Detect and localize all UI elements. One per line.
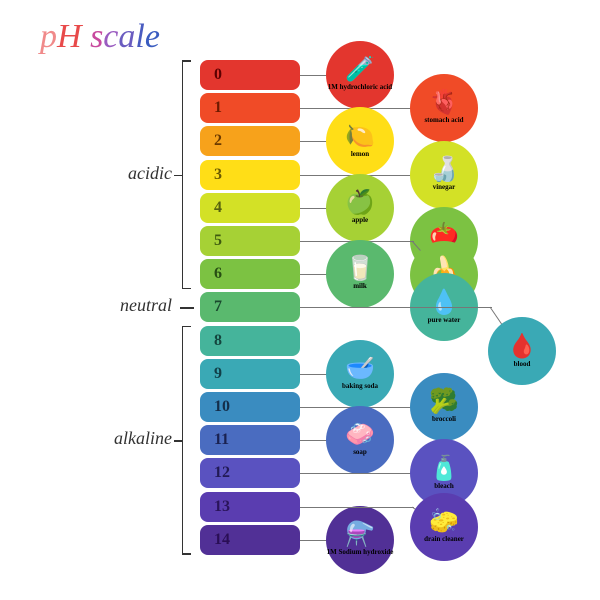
ph-bar-9: 9 <box>200 359 300 389</box>
bracket-tick <box>174 175 182 177</box>
example-apple: 🍏 apple <box>326 174 394 242</box>
ph-number: 9 <box>214 365 222 383</box>
example-icon: 🥣 <box>345 357 375 381</box>
bracket-acidic <box>182 60 183 289</box>
example-icon: 🍋 <box>345 125 375 149</box>
example-label: bleach <box>434 483 453 491</box>
region-label-acidic: acidic <box>40 163 172 184</box>
bracket-tick <box>174 440 182 442</box>
example-1M-Sodium-hydroxide: ⚗️ 1M Sodium hydroxide <box>326 506 394 574</box>
example-icon: 🧼 <box>345 423 375 447</box>
ph-number: 5 <box>214 232 222 250</box>
diagram-stage: 01234567891011121314🧪1M hydrochloric aci… <box>0 60 600 580</box>
example-vinegar: 🍶 vinegar <box>410 141 478 209</box>
example-label: broccoli <box>432 416 456 424</box>
example-lemon: 🍋 lemon <box>326 107 394 175</box>
example-label: drain cleaner <box>424 536 464 544</box>
example-label: milk <box>353 283 367 291</box>
example-icon: 🍶 <box>429 158 459 182</box>
example-label: apple <box>352 217 368 225</box>
example-icon: 🧽 <box>429 510 459 534</box>
example-label: 1M hydrochloric acid <box>328 84 392 92</box>
example-broccoli: 🥦 broccoli <box>410 373 478 441</box>
ph-bar-0: 0 <box>200 60 300 90</box>
bracket-tick <box>180 307 194 309</box>
ph-number: 8 <box>214 332 222 350</box>
ph-number: 7 <box>214 298 222 316</box>
ph-bar-12: 12 <box>200 458 300 488</box>
region-label-alkaline: alkaline <box>40 428 172 449</box>
region-label-neutral: neutral <box>40 295 172 316</box>
ph-bar-7: 7 <box>200 292 300 322</box>
ph-number: 13 <box>214 498 230 516</box>
ph-number: 6 <box>214 265 222 283</box>
example-icon: 🧴 <box>429 457 459 481</box>
ph-number: 3 <box>214 166 222 184</box>
ph-number: 11 <box>214 431 229 449</box>
example-label: 1M Sodium hydroxide <box>327 549 394 557</box>
example-baking-soda: 🥣 baking soda <box>326 340 394 408</box>
ph-number: 12 <box>214 464 230 482</box>
example-icon: 🫀 <box>429 91 459 115</box>
title: pH scale <box>40 18 160 56</box>
example-icon: 🍏 <box>345 191 375 215</box>
example-icon: ⚗️ <box>345 523 375 547</box>
ph-number: 2 <box>214 132 222 150</box>
ph-bar-8: 8 <box>200 326 300 356</box>
ph-bar-4: 4 <box>200 193 300 223</box>
example-icon: 💧 <box>429 291 459 315</box>
ph-bar-13: 13 <box>200 492 300 522</box>
example-label: vinegar <box>433 184 456 192</box>
example-drain-cleaner: 🧽 drain cleaner <box>410 493 478 561</box>
example-label: blood <box>514 361 531 369</box>
ph-bar-10: 10 <box>200 392 300 422</box>
ph-bar-1: 1 <box>200 93 300 123</box>
example-blood: 🩸 blood <box>488 317 556 385</box>
ph-bar-14: 14 <box>200 525 300 555</box>
example-1M-hydrochloric-acid: 🧪 1M hydrochloric acid <box>326 41 394 109</box>
example-icon: 🥛 <box>345 257 375 281</box>
ph-number: 4 <box>214 199 222 217</box>
bracket-alkaline <box>182 326 183 555</box>
example-soap: 🧼 soap <box>326 406 394 474</box>
example-icon: 🧪 <box>345 58 375 82</box>
example-label: lemon <box>351 151 369 159</box>
ph-number: 10 <box>214 398 230 416</box>
ph-number: 1 <box>214 99 222 117</box>
example-label: pure water <box>428 317 461 325</box>
example-icon: 🩸 <box>507 335 537 359</box>
ph-bar-5: 5 <box>200 226 300 256</box>
example-milk: 🥛 milk <box>326 240 394 308</box>
ph-number: 0 <box>214 66 222 84</box>
example-label: baking soda <box>342 383 378 391</box>
example-label: stomach acid <box>424 117 463 125</box>
example-label: soap <box>353 449 367 457</box>
example-stomach-acid: 🫀 stomach acid <box>410 74 478 142</box>
ph-bar-3: 3 <box>200 160 300 190</box>
ph-bar-6: 6 <box>200 259 300 289</box>
ph-bar-11: 11 <box>200 425 300 455</box>
ph-bar-2: 2 <box>200 126 300 156</box>
example-icon: 🥦 <box>429 390 459 414</box>
ph-number: 14 <box>214 531 230 549</box>
